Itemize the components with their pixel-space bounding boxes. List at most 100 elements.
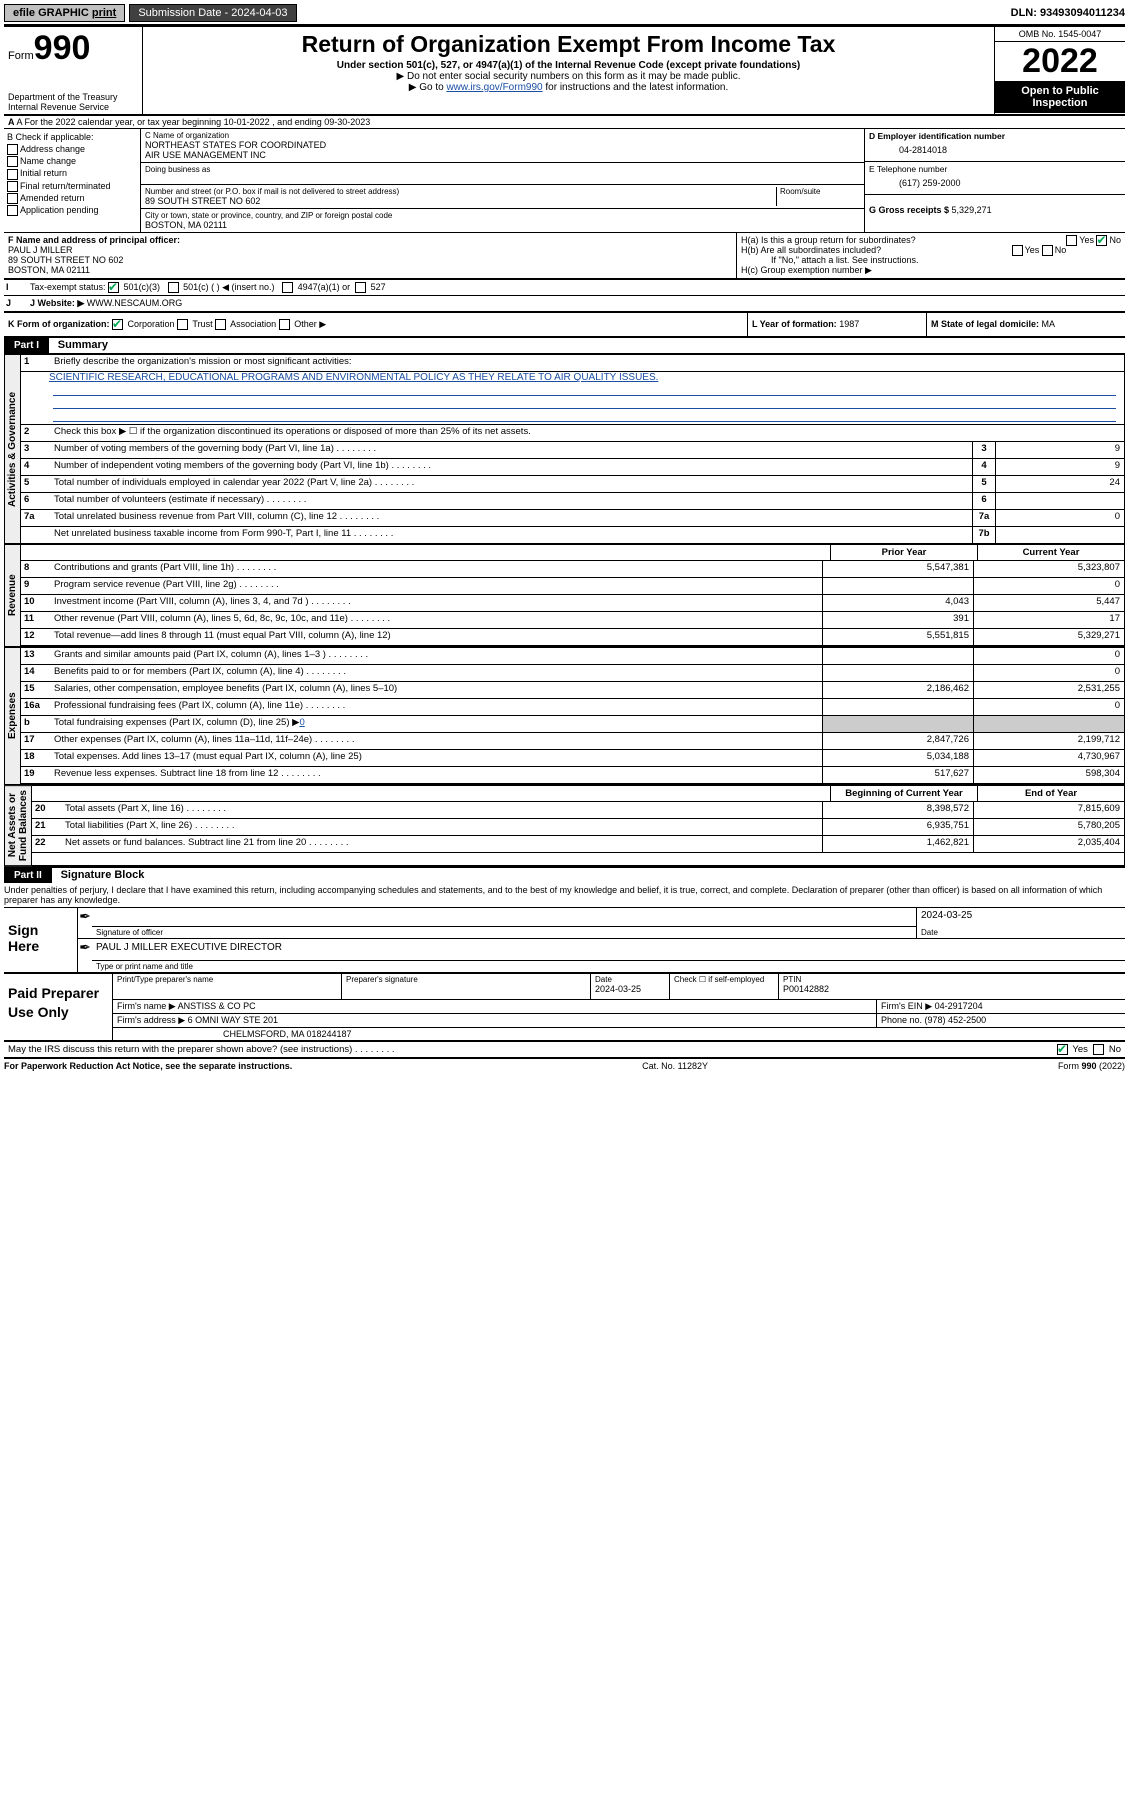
form-of-org: K Form of organization: Corporation Trus…	[4, 313, 747, 336]
room-suite: Room/suite	[776, 187, 860, 206]
phone-value: (617) 259-2000	[869, 174, 1121, 192]
val-5: 24	[995, 476, 1124, 492]
i-4947[interactable]	[282, 282, 293, 293]
print-link[interactable]: print	[92, 7, 116, 19]
form-header: Form990 Department of the Treasury Inter…	[4, 27, 1125, 116]
side-exp: Expenses	[4, 647, 21, 785]
header-middle: Return of Organization Exempt From Incom…	[143, 27, 994, 114]
form-note-1: ▶ Do not enter social security numbers o…	[149, 71, 988, 82]
hc-exemption: H(c) Group exemption number ▶	[741, 265, 1121, 276]
i-527[interactable]	[355, 282, 366, 293]
form-subtitle: Under section 501(c), 527, or 4947(a)(1)…	[149, 60, 988, 71]
submission-date-tag: Submission Date - 2024-04-03	[129, 4, 296, 22]
k-other[interactable]	[279, 319, 290, 330]
val-7b	[995, 527, 1124, 543]
pen-icon-2: ✒	[78, 939, 92, 972]
city-cell: City or town, state or province, country…	[141, 209, 864, 232]
top-bar: efile GRAPHIC print Submission Date - 20…	[4, 4, 1125, 22]
header-left: Form990 Department of the Treasury Inter…	[4, 27, 143, 114]
efile-tag: efile GRAPHIC print	[4, 4, 125, 22]
officer-name: PAUL J MILLER	[8, 245, 73, 255]
sign-date: 2024-03-25	[916, 908, 1125, 927]
pen-icon: ✒	[78, 908, 92, 938]
ha-yes[interactable]	[1066, 235, 1077, 246]
paid-preparer-label: Paid Preparer Use Only	[4, 974, 112, 1040]
omb-number: OMB No. 1545-0047	[995, 27, 1125, 42]
val-6	[995, 493, 1124, 509]
firm-phone: (978) 452-2500	[925, 1015, 987, 1025]
page-footer: For Paperwork Reduction Act Notice, see …	[4, 1059, 1125, 1071]
sign-here-block: Sign Here ✒ 2024-03-25 Signature of offi…	[4, 908, 1125, 974]
b-opt-amended[interactable]: Amended return	[7, 192, 137, 204]
b-opt-address[interactable]: Address change	[7, 143, 137, 155]
column-c: C Name of organization NORTHEAST STATES …	[141, 129, 865, 232]
form990-link[interactable]: www.irs.gov/Form990	[446, 82, 542, 93]
part2-header: Part II Signature Block	[4, 866, 1125, 883]
k-corp[interactable]	[112, 319, 123, 330]
discuss-yes[interactable]	[1057, 1044, 1068, 1055]
column-de: D Employer identification number04-28140…	[865, 129, 1125, 232]
officer-signature-line[interactable]	[92, 908, 916, 927]
city-state-zip: BOSTON, MA 02111	[145, 220, 860, 230]
row-i: I I Tax-exempt status:Tax-exempt status:…	[4, 279, 1125, 296]
b-opt-final[interactable]: Final return/terminated	[7, 180, 137, 192]
i-501c3[interactable]	[108, 282, 119, 293]
k-trust[interactable]	[177, 319, 188, 330]
side-ag: Activities & Governance	[4, 354, 21, 544]
firm-addr: 6 OMNI WAY STE 201	[188, 1015, 278, 1025]
hb-yes[interactable]	[1012, 245, 1023, 256]
penalties-statement: Under penalties of perjury, I declare th…	[4, 883, 1125, 908]
ein-value: 04-2814018	[869, 141, 1121, 159]
revenue-section: Revenue Prior YearCurrent Year 8Contribu…	[4, 544, 1125, 647]
street-address: 89 SOUTH STREET NO 602	[145, 196, 776, 206]
irs-label: Internal Revenue Service	[8, 102, 138, 112]
org-name: NORTHEAST STATES FOR COORDINATED AIR USE…	[145, 140, 860, 160]
dln: DLN: 93493094011234	[1011, 7, 1125, 19]
firm-city: CHELMSFORD, MA 018244187	[113, 1028, 1125, 1040]
phone-cell: E Telephone number(617) 259-2000	[865, 162, 1125, 195]
sign-here-label: Sign Here	[4, 908, 77, 972]
tax-year: 2022	[995, 42, 1125, 81]
row-fh: F Name and address of principal officer:…	[4, 233, 1125, 279]
group-return: H(a) Is this a group return for subordin…	[736, 233, 1125, 278]
hb-no[interactable]	[1042, 245, 1053, 256]
val-4: 9	[995, 459, 1124, 475]
self-employed-check[interactable]: Check ☐ if self-employed	[670, 974, 779, 999]
ha-no[interactable]	[1096, 235, 1107, 246]
i-501c[interactable]	[168, 282, 179, 293]
org-name-cell: C Name of organization NORTHEAST STATES …	[141, 129, 864, 163]
b-opt-initial[interactable]: Initial return	[7, 167, 137, 179]
row-a: A A For the 2022 calendar year, or tax y…	[4, 116, 1125, 129]
tax-exempt-status: I Tax-exempt status:Tax-exempt status: 5…	[26, 280, 1125, 295]
b-opt-pending[interactable]: Application pending	[7, 204, 137, 216]
row-klm: K Form of organization: Corporation Trus…	[4, 312, 1125, 338]
k-assoc[interactable]	[215, 319, 226, 330]
discuss-row: May the IRS discuss this return with the…	[4, 1042, 1125, 1059]
firm-name: ANSTISS & CO PC	[178, 1001, 256, 1011]
b-opt-name[interactable]: Name change	[7, 155, 137, 167]
mission-text: SCIENTIFIC RESEARCH, EDUCATIONAL PROGRAM…	[49, 372, 1120, 383]
activities-governance: Activities & Governance 1Briefly describ…	[4, 354, 1125, 544]
open-to-public: Open to Public Inspection	[995, 81, 1125, 113]
part1-header: Part I Summary	[4, 338, 1125, 354]
discuss-no[interactable]	[1093, 1044, 1104, 1055]
street-cell: Number and street (or P.O. box if mail i…	[141, 185, 864, 209]
val-3: 9	[995, 442, 1124, 458]
val-7a: 0	[995, 510, 1124, 526]
ptin-value: P00142882	[783, 984, 1121, 994]
row-j: J J Website: ▶ WWW.NESCAUM.ORG	[4, 296, 1125, 312]
side-rev: Revenue	[4, 544, 21, 647]
ein-cell: D Employer identification number04-28140…	[865, 129, 1125, 162]
dba-cell: Doing business as	[141, 163, 864, 185]
net-assets-section: Net Assets or Fund Balances Beginning of…	[4, 785, 1125, 866]
state-domicile: M State of legal domicile: MA	[926, 313, 1125, 336]
principal-officer: F Name and address of principal officer:…	[4, 233, 736, 278]
year-formation: L Year of formation: 1987	[747, 313, 926, 336]
gross-cell: G Gross receipts $ 5,329,271	[865, 195, 1125, 217]
header-right: OMB No. 1545-0047 2022 Open to Public In…	[994, 27, 1125, 114]
officer-name-title: PAUL J MILLER EXECUTIVE DIRECTOR	[92, 939, 1125, 961]
block-bcde: B Check if applicable: Address change Na…	[4, 129, 1125, 233]
firm-ein: 04-2917204	[935, 1001, 983, 1011]
efile-text: efile GRAPHIC	[13, 7, 89, 19]
b-header: B Check if applicable:	[7, 131, 137, 143]
